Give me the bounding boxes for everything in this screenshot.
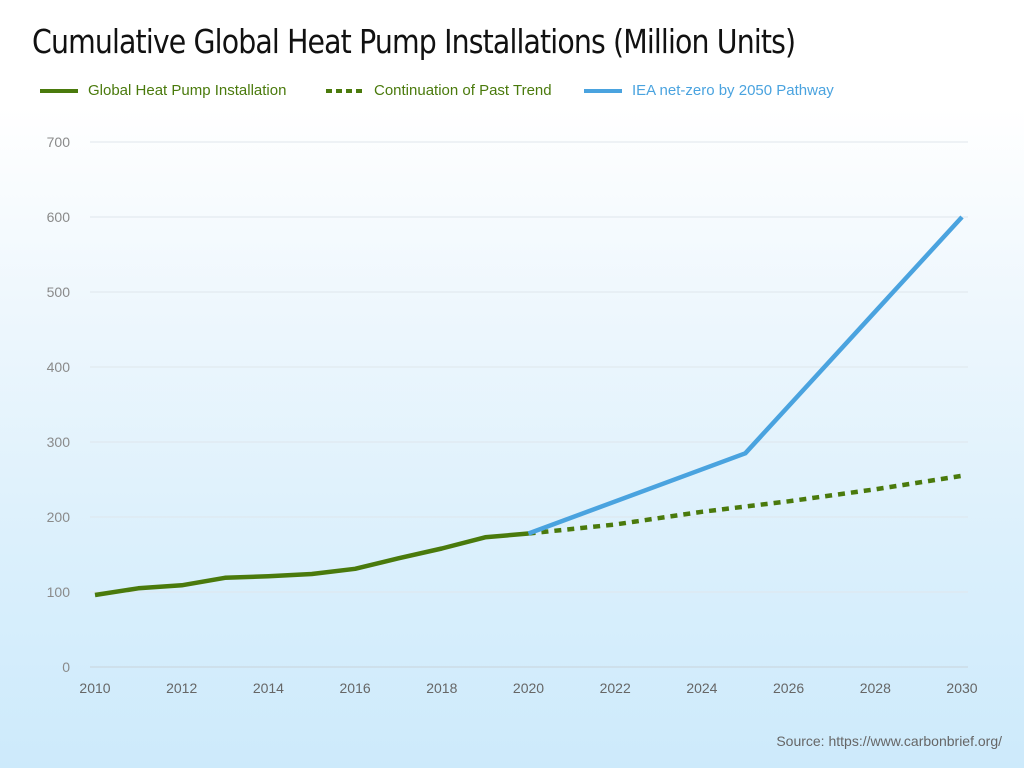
series-line-continuation-of-past-trend	[528, 473, 963, 536]
x-tick-label: 2024	[686, 680, 717, 696]
legend-label: Continuation of Past Trend	[374, 82, 552, 99]
y-tick-label: 0	[62, 659, 70, 675]
legend-item-global-installation: Global Heat Pump Installation	[40, 82, 286, 99]
legend-item-iea-pathway: IEA net-zero by 2050 Pathway	[584, 82, 834, 99]
series-line-iea-net-zero-by-2050-pathway	[527, 215, 964, 536]
y-tick-label: 400	[47, 359, 71, 375]
y-tick-label: 700	[47, 134, 71, 150]
x-tick-label: 2030	[946, 680, 977, 696]
x-tick-label: 2028	[860, 680, 891, 696]
x-tick-label: 2018	[426, 680, 457, 696]
y-tick-label: 300	[47, 434, 71, 450]
y-tick-label: 600	[47, 209, 71, 225]
legend-swatch-dashed-green	[326, 88, 364, 93]
legend-item-past-trend: Continuation of Past Trend	[326, 82, 552, 99]
x-tick-label: 2026	[773, 680, 804, 696]
x-tick-label: 2016	[340, 680, 371, 696]
x-tick-label: 2012	[166, 680, 197, 696]
x-tick-label: 2020	[513, 680, 544, 696]
legend-swatch-solid-green	[40, 88, 78, 93]
y-tick-label: 500	[47, 284, 71, 300]
legend: Global Heat Pump Installation Continuati…	[0, 82, 1024, 104]
x-tick-label: 2022	[600, 680, 631, 696]
legend-label: IEA net-zero by 2050 Pathway	[632, 82, 834, 99]
y-tick-label: 100	[47, 584, 71, 600]
legend-label: Global Heat Pump Installation	[88, 82, 287, 99]
legend-swatch-solid-blue	[584, 88, 622, 93]
chart-title: Cumulative Global Heat Pump Installation…	[32, 22, 796, 61]
source-note: Source: https://www.carbonbrief.org/	[776, 733, 1002, 749]
series-line-global-heat-pump-installation	[94, 531, 529, 598]
x-tick-label: 2014	[253, 680, 284, 696]
x-tick-label: 2010	[79, 680, 110, 696]
y-tick-label: 200	[47, 509, 71, 525]
